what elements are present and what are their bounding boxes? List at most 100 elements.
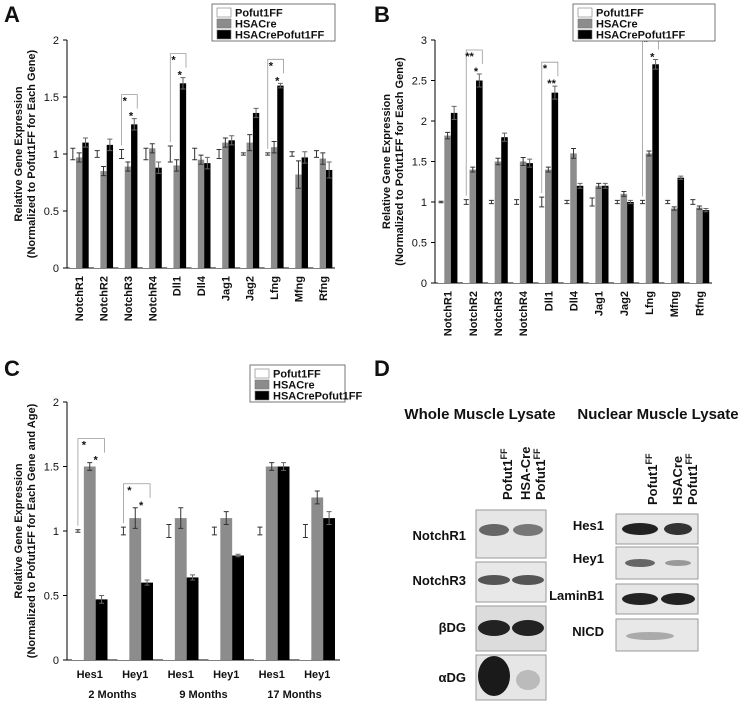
error-bar xyxy=(302,524,308,538)
bar xyxy=(319,158,326,268)
bar xyxy=(173,165,180,268)
legend-label: HSACre xyxy=(273,380,315,392)
blot-images xyxy=(615,513,699,652)
blot-row-label: NICD xyxy=(572,624,604,639)
x-tick-label: Lfng xyxy=(644,291,656,315)
legend-swatch xyxy=(577,18,593,29)
significance-bracket xyxy=(267,58,284,149)
panel-label: A xyxy=(4,2,20,27)
bar xyxy=(545,169,552,283)
blot-title: Whole Muscle Lysate xyxy=(404,406,555,423)
error-bar xyxy=(564,199,570,205)
error-bar xyxy=(222,137,228,148)
error-bar xyxy=(271,140,277,154)
y-tick-label: 0.5 xyxy=(44,206,59,218)
legend-label: HSACre xyxy=(235,19,277,31)
error-bar xyxy=(571,148,576,159)
error-bar xyxy=(621,190,627,197)
error-bar xyxy=(326,511,332,526)
legend-swatch xyxy=(254,368,270,379)
error-bar xyxy=(167,145,173,163)
error-bar xyxy=(75,529,81,533)
error-bar xyxy=(174,159,180,172)
error-bar xyxy=(180,77,186,90)
bar xyxy=(252,112,260,269)
legend-swatch xyxy=(254,390,270,401)
bar xyxy=(124,166,132,268)
x-group-label: 2 Months xyxy=(88,689,136,701)
error-bar xyxy=(240,152,246,156)
bar xyxy=(639,202,646,283)
x-tick-label: Rfng xyxy=(694,291,706,316)
bar xyxy=(538,202,546,283)
significance-mark: * xyxy=(644,36,649,48)
error-bar xyxy=(125,161,131,172)
error-bar xyxy=(545,166,551,173)
significance-bracket xyxy=(77,438,105,526)
error-bar xyxy=(265,152,271,156)
significance-mark: * xyxy=(82,440,87,452)
bar xyxy=(118,154,125,268)
bar xyxy=(288,154,296,268)
error-bar xyxy=(470,166,476,173)
error-bar xyxy=(247,134,253,152)
error-bar xyxy=(94,150,100,158)
error-bar xyxy=(627,199,633,205)
bar xyxy=(142,154,150,268)
bar xyxy=(696,207,703,283)
legend-label: HSACre xyxy=(596,19,638,31)
error-bar xyxy=(289,151,295,157)
x-tick-label: NotchR3 xyxy=(123,276,135,321)
panel-label: C xyxy=(4,356,20,381)
error-bar xyxy=(639,199,645,205)
x-group-label: 9 Months xyxy=(179,689,227,701)
y-tick-label: 0 xyxy=(53,655,59,667)
bar xyxy=(476,80,483,283)
x-tick-label: Rfng xyxy=(318,276,330,301)
significance-mark: * xyxy=(650,51,655,63)
bar xyxy=(215,154,223,268)
bar xyxy=(95,599,108,660)
error-bar xyxy=(269,462,275,471)
error-bar xyxy=(488,199,494,205)
bar xyxy=(264,154,271,268)
bar xyxy=(513,202,520,283)
bar xyxy=(149,148,156,268)
error-bar xyxy=(143,147,149,161)
bar xyxy=(232,555,244,660)
error-bar xyxy=(119,148,125,160)
significance-mark: * xyxy=(269,60,274,72)
bar xyxy=(627,202,634,283)
error-bar xyxy=(495,157,501,166)
significance-mark: * xyxy=(94,455,99,467)
bar xyxy=(174,518,187,660)
bar xyxy=(299,531,312,660)
bar xyxy=(325,169,333,268)
error-bar xyxy=(76,152,82,163)
bar xyxy=(664,202,671,283)
bar xyxy=(601,185,609,283)
error-bar xyxy=(653,58,659,70)
significance-mark: * xyxy=(127,485,132,497)
error-bar xyxy=(131,118,137,131)
error-bar xyxy=(463,199,469,205)
bar xyxy=(702,210,710,283)
error-bar xyxy=(198,154,204,165)
error-bar xyxy=(614,199,620,205)
legend-label: HSACrePofut1FF xyxy=(235,30,325,42)
bar xyxy=(208,531,221,660)
bar xyxy=(570,153,577,283)
x-tick-label: Jag2 xyxy=(619,291,631,316)
significance-mark: * xyxy=(275,75,280,87)
bar xyxy=(494,161,502,283)
blot-images xyxy=(475,509,547,701)
error-bar xyxy=(99,595,105,604)
error-bar xyxy=(101,166,107,177)
bar xyxy=(265,466,278,660)
y-axis-label: (Normalized to Pofut1FF for Each Gene an… xyxy=(26,403,38,658)
bar xyxy=(186,577,199,660)
bar xyxy=(620,193,628,283)
bar xyxy=(488,202,495,283)
error-bar xyxy=(602,182,608,189)
